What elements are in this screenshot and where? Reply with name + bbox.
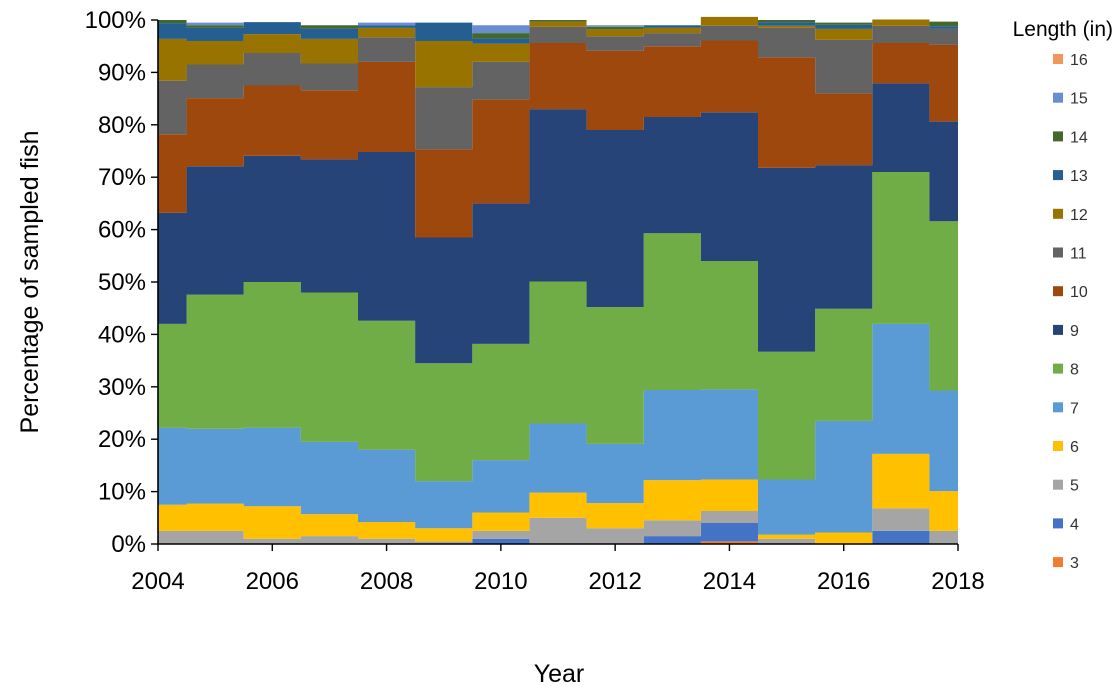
legend-label: 15	[1070, 91, 1088, 108]
legend-swatch	[1053, 557, 1063, 568]
tick-labels: 0% 10% 20% 30% 40% 50% 60% 70% 80% 90% 100% 2004 200…	[85, 7, 985, 595]
legend-item-6: 6	[1053, 439, 1079, 456]
legend-item-12: 12	[1053, 207, 1088, 224]
x-tick-label: 2004	[131, 568, 184, 595]
legend-label: 11	[1070, 246, 1087, 263]
legend-item-10: 10	[1053, 284, 1088, 301]
legend-item-14: 14	[1053, 129, 1088, 146]
legend-item-7: 7	[1053, 400, 1079, 417]
legend-item-3: 3	[1053, 555, 1079, 572]
legend-label: 7	[1070, 400, 1079, 417]
legend-title: Length (in)	[1013, 18, 1113, 41]
x-tick-label: 2014	[703, 568, 756, 595]
legend-label: 14	[1070, 129, 1088, 146]
legend-item-9: 9	[1053, 323, 1079, 340]
y-tick-label: 50%	[98, 269, 146, 296]
legend-item-11: 11	[1053, 246, 1087, 263]
legend-swatch	[1053, 247, 1063, 258]
legend-label: 12	[1070, 207, 1088, 224]
y-tick-label: 10%	[98, 479, 146, 506]
legend-item-5: 5	[1053, 478, 1079, 495]
legend-swatch	[1053, 479, 1063, 490]
y-axis-title: Percentage of sampled fish	[16, 131, 44, 434]
legend-label: 4	[1070, 516, 1079, 533]
x-tick-label: 2006	[246, 568, 299, 595]
area-series-8	[158, 171, 958, 482]
legend-swatch	[1053, 92, 1063, 103]
legend-item-15: 15	[1053, 91, 1088, 108]
y-tick-label: 40%	[98, 321, 146, 348]
legend-item-16: 16	[1053, 52, 1088, 69]
legend-swatch	[1053, 363, 1063, 374]
legend-swatch	[1053, 54, 1063, 64]
area-series-7	[158, 323, 958, 535]
y-tick-label: 20%	[98, 426, 146, 453]
legend-swatch	[1053, 286, 1063, 297]
legend-label: 10	[1070, 284, 1088, 301]
legend-label: 3	[1070, 555, 1079, 572]
legend: 16 15 14 13 12 11 10 9 8 7 6 5 4 3	[1053, 52, 1088, 572]
legend-swatch	[1053, 518, 1063, 529]
legend-label: 6	[1070, 439, 1079, 456]
legend-label: 5	[1070, 478, 1079, 495]
y-tick-label: 90%	[98, 59, 146, 86]
x-tick-label: 2010	[474, 568, 527, 595]
plot-areas	[158, 16, 958, 544]
legend-swatch	[1053, 170, 1063, 181]
legend-swatch	[1053, 324, 1063, 335]
legend-item-4: 4	[1053, 516, 1079, 533]
area-series-14	[158, 16, 958, 39]
legend-swatch	[1053, 208, 1063, 219]
legend-label: 13	[1070, 168, 1088, 185]
legend-item-13: 13	[1053, 168, 1088, 185]
x-tick-label: 2018	[931, 568, 984, 595]
x-tick-label: 2012	[588, 568, 641, 595]
x-tick-label: 2008	[360, 568, 413, 595]
legend-swatch	[1053, 131, 1063, 142]
legend-label: 16	[1070, 52, 1088, 69]
y-tick-label: 0%	[111, 531, 146, 558]
y-tick-label: 80%	[98, 112, 146, 139]
legend-swatch	[1053, 441, 1063, 451]
x-tick-label: 2016	[817, 568, 870, 595]
y-tick-label: 70%	[98, 164, 146, 191]
axes	[151, 19, 959, 551]
y-tick-label: 100%	[85, 7, 146, 34]
legend-label: 9	[1070, 323, 1079, 340]
x-axis-title: Year	[534, 660, 585, 686]
area-series-13	[158, 16, 958, 44]
legend-item-8: 8	[1053, 362, 1079, 379]
legend-label: 8	[1070, 362, 1079, 379]
y-tick-label: 30%	[98, 374, 146, 401]
y-tick-label: 60%	[98, 217, 146, 244]
legend-swatch	[1053, 402, 1063, 413]
